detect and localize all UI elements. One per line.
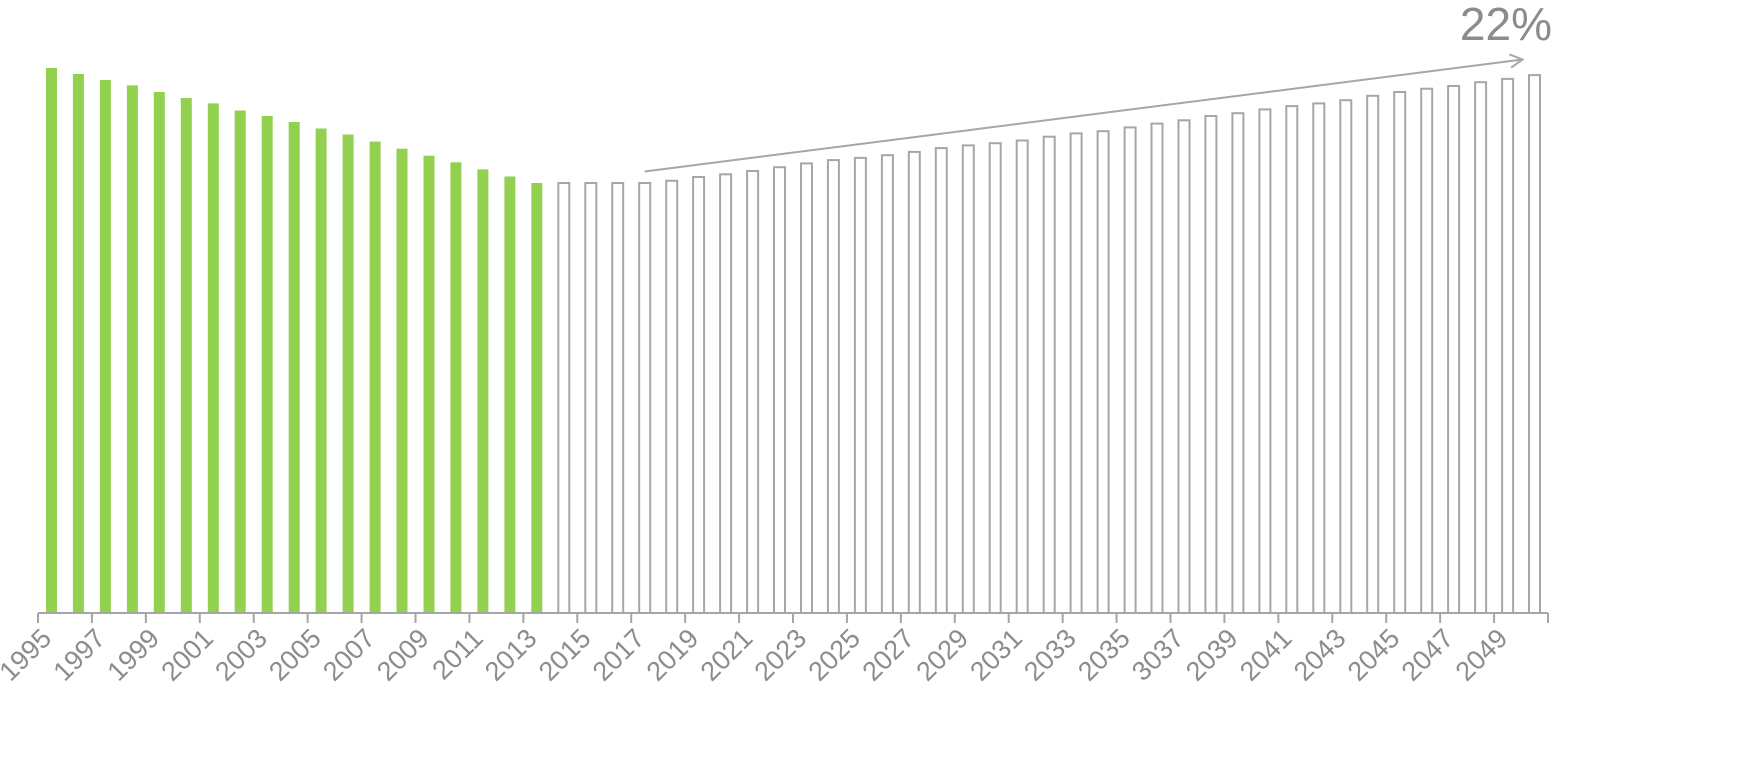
x-tick-label: 3037	[1126, 623, 1190, 687]
trend-arrow-head	[1509, 53, 1525, 69]
x-tick-label: 2007	[317, 623, 381, 687]
bar-projected-2033	[1069, 132, 1083, 614]
bar-actual-1997	[99, 80, 111, 613]
trend-arrow-line	[644, 58, 1523, 173]
x-tick-label: 2035	[1072, 623, 1136, 687]
bar-projected-2019	[692, 176, 706, 614]
bars-group	[46, 68, 1541, 615]
bar-projected-2040	[1258, 108, 1272, 615]
x-tick-label: 2011	[426, 623, 488, 685]
x-tick-label: 2005	[263, 623, 327, 687]
x-tick-label: 2017	[587, 623, 651, 687]
bar-projected-2020	[719, 173, 733, 615]
x-tick-label: 2043	[1288, 623, 1352, 687]
bar-projected-2030	[988, 142, 1002, 614]
bar-actual-2003	[261, 116, 273, 613]
bar-projected-2049	[1501, 77, 1515, 614]
x-tick-label: 1995	[0, 623, 57, 687]
x-tick-label: 2033	[1018, 623, 1082, 687]
x-tick-label: 1999	[101, 623, 165, 687]
bar-projected-2042	[1312, 102, 1326, 615]
bar-actual-2005	[315, 128, 327, 613]
x-tick-label: 2031	[964, 623, 1028, 687]
bar-actual-2013	[531, 183, 543, 613]
bar-actual-2010	[450, 162, 462, 614]
bar-actual-1999	[153, 92, 165, 613]
x-tick-label: 2003	[209, 623, 273, 687]
bar-projected-2021	[746, 170, 760, 614]
bar-projected-2032	[1042, 135, 1056, 614]
bar-projected-2027	[907, 150, 921, 614]
bar-projected-2018	[665, 179, 679, 615]
bar-projected-2016	[611, 182, 625, 614]
bar-projected-2046	[1420, 87, 1434, 614]
bar-projected-2025	[853, 156, 867, 614]
x-tick-label: 2001	[155, 623, 219, 687]
bar-actual-2009	[423, 155, 435, 613]
trend-percent-label: 22%	[1460, 0, 1552, 50]
x-tick-label: 2041	[1234, 623, 1298, 687]
bar-actual-2012	[504, 176, 516, 613]
x-tick-label: 2029	[910, 623, 974, 687]
x-axis-tick-labels: 1995199719992001200320052007200920112013…	[0, 623, 1513, 687]
bar-projected-2045	[1393, 91, 1407, 614]
bar-projected-2035	[1123, 126, 1137, 615]
bar-projected-2039	[1231, 112, 1245, 614]
bar-actual-2008	[396, 148, 408, 613]
trend-annotation: 22%	[644, 0, 1552, 173]
bar-projected-2048	[1474, 81, 1488, 614]
x-tick-label: 2019	[641, 623, 705, 687]
x-tick-label: 2045	[1342, 623, 1406, 687]
bar-actual-2000	[180, 98, 192, 613]
x-tick-label: 2039	[1180, 623, 1244, 687]
bar-projected-2036	[1150, 122, 1164, 614]
bar-actual-1995	[46, 68, 57, 613]
x-tick-label: 2013	[479, 623, 543, 687]
bar-projected-2034	[1096, 130, 1110, 614]
bar-projected-2024	[826, 159, 840, 614]
x-tick-label: 2049	[1450, 623, 1514, 687]
bar-projected-2031	[1015, 139, 1029, 614]
bar-projected-2047	[1447, 85, 1461, 614]
bar-actual-1996	[72, 74, 84, 613]
x-tick-label: 2009	[371, 623, 435, 687]
bar-projected-2015	[584, 182, 598, 614]
x-tick-label: 2023	[749, 623, 813, 687]
x-tick-label: 2047	[1396, 623, 1460, 687]
bar-projected-2023	[800, 162, 813, 614]
x-axis	[37, 612, 1549, 623]
x-tick-label: 2025	[802, 623, 866, 687]
bar-projected-2029	[961, 144, 975, 614]
bar-projected-2041	[1285, 105, 1299, 614]
x-tick-label: 2027	[856, 623, 920, 687]
x-tick-label: 2015	[533, 623, 597, 687]
bar-projected-2028	[934, 147, 948, 614]
bar-actual-2001	[207, 103, 219, 614]
bar-actual-2002	[234, 110, 246, 613]
bar-projected-2038	[1204, 115, 1218, 614]
bar-projected-2022	[773, 166, 786, 614]
bar-projected-2026	[880, 154, 894, 614]
bar-projected-2014	[557, 182, 571, 614]
bar-actual-1998	[126, 85, 138, 613]
bar-projected-2037	[1177, 119, 1191, 615]
bar-projected-2044	[1366, 94, 1380, 615]
bar-actual-2011	[477, 169, 489, 613]
bar-projected-2043	[1339, 99, 1353, 614]
bar-projected-2017	[638, 182, 652, 614]
bar-actual-2006	[342, 134, 354, 613]
x-tick-label: 1997	[47, 623, 111, 687]
bar-actual-2004	[288, 122, 300, 613]
x-tick-label: 2021	[695, 623, 759, 687]
bar-actual-2007	[369, 141, 381, 613]
bar-projected-2050	[1528, 74, 1541, 615]
